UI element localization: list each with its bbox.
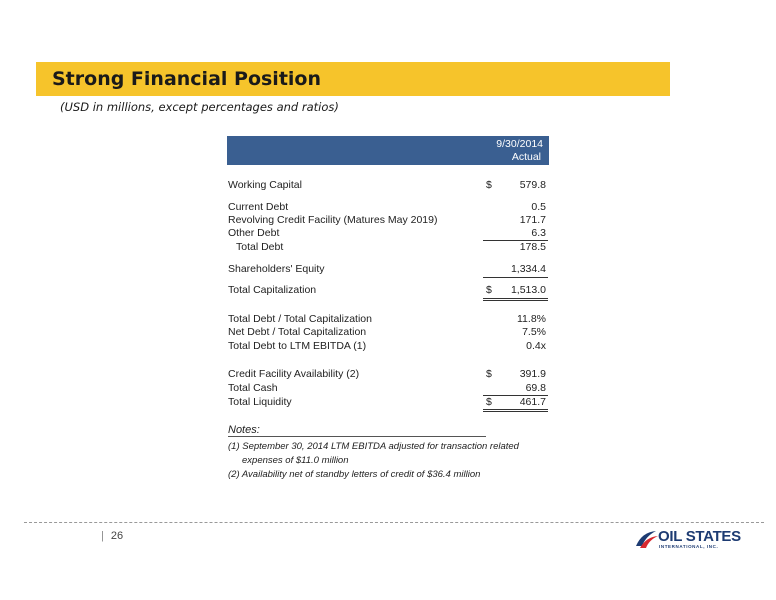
table-row: Revolving Credit Facility (Matures May 2… xyxy=(228,214,548,227)
subtotal-rule xyxy=(483,277,548,278)
row-label: Total Debt xyxy=(236,241,284,253)
title-bar xyxy=(36,62,670,96)
total-rule-double xyxy=(483,300,548,301)
row-value: 1,513.0 xyxy=(510,284,546,296)
row-value: 579.8 xyxy=(519,179,546,191)
row-value: 11.8% xyxy=(517,313,546,325)
row-label: Total Liquidity xyxy=(228,396,292,408)
page-title: Strong Financial Position xyxy=(52,68,321,90)
note-1-continued: expenses of $11.0 million xyxy=(242,455,349,466)
row-value: 6.3 xyxy=(531,227,546,239)
row-currency: $ xyxy=(486,179,492,191)
total-rule xyxy=(483,409,548,410)
logo-subtext: INTERNATIONAL, INC. xyxy=(659,544,719,549)
logo-text: OIL STATES xyxy=(658,528,741,545)
page-separator: | xyxy=(101,530,104,542)
table-header: 9/30/2014 Actual xyxy=(227,136,549,165)
note-1: (1) September 30, 2014 LTM EBITDA adjust… xyxy=(228,441,519,452)
table-row: Current Debt 0.5 xyxy=(228,201,548,214)
notes-title: Notes: xyxy=(228,424,260,436)
row-label: Credit Facility Availability (2) xyxy=(228,368,360,380)
row-label: Revolving Credit Facility (Matures May 2… xyxy=(228,214,438,226)
page-number: | 26 xyxy=(101,530,123,542)
table-row: Total Debt / Total Capitalization 11.8% xyxy=(228,313,548,326)
row-currency: $ xyxy=(486,368,492,380)
row-label: Working Capital xyxy=(228,179,302,191)
row-value: 69.8 xyxy=(525,382,546,394)
header-date: 9/30/2014 xyxy=(496,138,543,150)
footer-divider xyxy=(24,522,764,523)
row-label: Total Capitalization xyxy=(228,284,317,296)
oil-states-logo: OIL STATES INTERNATIONAL, INC. xyxy=(634,528,741,552)
table-row: Total Debt to LTM EBITDA (1) 0.4x xyxy=(228,340,548,353)
table-row: Net Debt / Total Capitalization 7.5% xyxy=(228,326,548,339)
row-label: Current Debt xyxy=(228,201,289,213)
row-label: Other Debt xyxy=(228,227,280,239)
table-row: Total Capitalization $ 1,513.0 xyxy=(228,284,548,297)
notes-rule xyxy=(228,436,486,437)
row-label: Shareholders' Equity xyxy=(228,263,325,275)
row-value: 0.4x xyxy=(526,340,546,352)
row-value: 7.5% xyxy=(522,326,546,338)
page-subtitle: (USD in millions, except percentages and… xyxy=(60,100,339,114)
table-row: Other Debt 6.3 xyxy=(228,227,548,240)
row-label: Total Debt to LTM EBITDA (1) xyxy=(228,340,367,352)
row-value: 178.5 xyxy=(519,241,546,253)
subtotal-rule xyxy=(483,395,548,396)
row-label: Net Debt / Total Capitalization xyxy=(228,326,367,338)
subtotal-rule xyxy=(483,240,548,241)
row-value: 1,334.4 xyxy=(510,263,546,275)
row-value: 391.9 xyxy=(519,368,546,380)
table-row: Total Liquidity $ 461.7 xyxy=(228,396,548,409)
row-currency: $ xyxy=(486,396,492,408)
table-row: Total Debt 178.5 xyxy=(228,241,548,254)
row-currency: $ xyxy=(486,284,492,296)
row-value: 171.7 xyxy=(519,214,546,226)
table-row: Credit Facility Availability (2) $ 391.9 xyxy=(228,368,548,381)
total-rule xyxy=(483,298,548,299)
table-row: Working Capital $ 579.8 xyxy=(228,179,548,192)
table-row: Total Cash 69.8 xyxy=(228,382,548,395)
row-value: 0.5 xyxy=(531,201,546,213)
row-label: Total Debt / Total Capitalization xyxy=(228,313,372,325)
page-number-value: 26 xyxy=(110,530,124,542)
row-value: 461.7 xyxy=(519,396,546,408)
header-actual: Actual xyxy=(511,151,541,163)
row-label: Total Cash xyxy=(228,382,278,394)
logo-swoosh-icon xyxy=(636,531,658,548)
note-2: (2) Availability net of standby letters … xyxy=(228,469,481,480)
table-row: Shareholders' Equity 1,334.4 xyxy=(228,263,548,276)
total-rule-double xyxy=(483,411,548,412)
